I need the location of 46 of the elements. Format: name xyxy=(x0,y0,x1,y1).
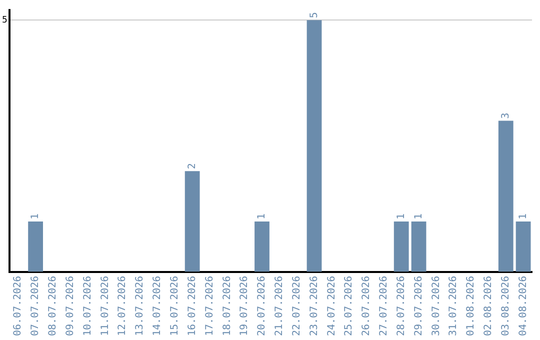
x-tick-label: 21.07.2026 xyxy=(274,276,286,336)
x-tick-label: 18.07.2026 xyxy=(222,276,233,336)
data-label: 5 xyxy=(308,12,320,18)
data-label: 1 xyxy=(518,213,529,220)
x-tick-label: 09.07.2026 xyxy=(64,276,76,336)
x-tick-label: 29.07.2026 xyxy=(413,276,424,336)
data-label: 1 xyxy=(396,213,407,220)
bar xyxy=(306,20,322,272)
x-tick-label: 22.07.2026 xyxy=(291,276,302,336)
bar xyxy=(254,221,270,272)
bar xyxy=(28,221,43,272)
x-tick-label: 11.07.2026 xyxy=(100,276,111,336)
x-tick-label: 08.07.2026 xyxy=(48,276,59,336)
x-tick-label: 01.08.2026 xyxy=(466,276,477,336)
x-tick-label: 16.07.2026 xyxy=(186,276,198,336)
x-tick-label: 27.07.2026 xyxy=(378,276,390,336)
bar xyxy=(411,221,426,272)
x-tick-label: 04.08.2026 xyxy=(518,276,529,336)
x-tick-label: 02.08.2026 xyxy=(483,276,494,336)
x-tick-label: 25.07.2026 xyxy=(344,276,355,336)
x-tick-label: 13.07.2026 xyxy=(134,276,146,336)
bar xyxy=(498,120,514,272)
x-tick-label: 23.07.2026 xyxy=(308,276,320,336)
x-tick-label: 07.07.2026 xyxy=(30,276,42,336)
data-label: 1 xyxy=(413,213,424,220)
bar xyxy=(184,171,200,272)
x-tick-label: 14.07.2026 xyxy=(152,276,164,336)
bar xyxy=(394,221,409,272)
x-tick-label: 19.07.2026 xyxy=(239,276,250,336)
x-tick-label: 06.07.2026 xyxy=(12,276,24,336)
data-label: 1 xyxy=(30,213,42,220)
x-tick-label: 12.07.2026 xyxy=(117,276,128,336)
data-label: 1 xyxy=(256,213,268,220)
x-tick-label: 17.07.2026 xyxy=(204,276,216,336)
x-tick-label: 03.08.2026 xyxy=(500,276,512,336)
x-tick-label: 31.07.2026 xyxy=(448,276,460,336)
bar xyxy=(516,221,531,272)
x-tick-label: 20.07.2026 xyxy=(256,276,268,336)
x-tick-label: 15.07.2026 xyxy=(169,276,180,336)
x-tick-label: 24.07.2026 xyxy=(326,276,338,336)
x-tick-label: 30.07.2026 xyxy=(430,276,442,336)
x-tick-label: 28.07.2026 xyxy=(396,276,407,336)
x-tick-label: 26.07.2026 xyxy=(361,276,372,336)
data-label: 3 xyxy=(500,112,512,119)
data-label: 2 xyxy=(186,163,198,170)
x-tick-label: 10.07.2026 xyxy=(82,276,94,336)
